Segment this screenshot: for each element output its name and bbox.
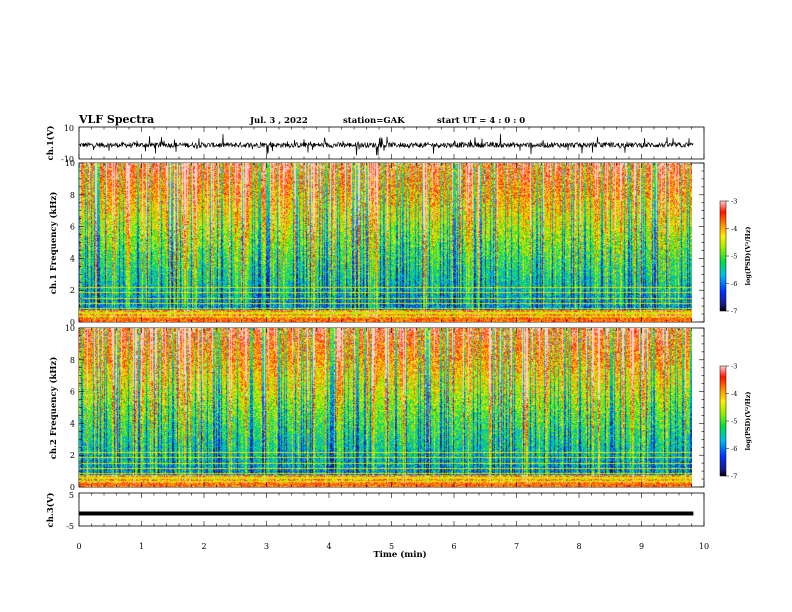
- header-date: Jul. 3 , 2022: [249, 116, 308, 126]
- time-axis-label: Time (min): [373, 549, 426, 560]
- x-tick-label: 4: [326, 542, 331, 551]
- ch3-waveform-frame: [78, 492, 705, 527]
- ch1-colorbar-label: log(PSD)(V²/Hz): [744, 227, 752, 286]
- ch3-waveform-panel: 5 -5 ch.3(V): [45, 491, 705, 531]
- x-tick-label: 3: [264, 542, 269, 551]
- colorbar-tick-label: -5: [731, 418, 737, 426]
- y-tick-label: 8: [70, 191, 75, 200]
- y-tick-label: 8: [70, 356, 75, 365]
- ch2-colorbar: [719, 365, 727, 477]
- colorbar-tick-label: -3: [731, 363, 737, 371]
- time-axis-ticks: [78, 127, 705, 526]
- colorbar-tick-label: -5: [731, 253, 737, 261]
- x-tick-label: 5: [389, 542, 394, 551]
- ch3-ytick-bottom: -5: [66, 522, 74, 531]
- y-tick-label: 4: [70, 254, 75, 263]
- ch1-spectrogram-ylabel: ch.1 Frequency (kHz): [48, 192, 59, 295]
- ch2-colorbar-label: log(PSD)(V²/Hz): [744, 392, 752, 451]
- header-station: station=GAK: [343, 116, 405, 126]
- header-start-time: start UT = 4 : 0 : 0: [437, 116, 525, 126]
- y-tick-label: 2: [70, 286, 75, 295]
- x-tick-label: 9: [639, 542, 644, 551]
- colorbar-tick-label: -3: [731, 198, 737, 206]
- colorbar-tick-label: -4: [731, 390, 737, 398]
- x-tick-label: 1: [139, 542, 144, 551]
- y-tick-label: 10: [65, 159, 75, 168]
- ch2-spectrogram-yticks: 0 2 4 6 8 10: [65, 324, 704, 492]
- x-tick-label: 6: [451, 542, 456, 551]
- time-axis-tick-labels: 0 1 2 3 4 5 6 7 8 9 10: [76, 542, 709, 551]
- ch2-colorbar-ticks: -3 -4 -5 -6 -7: [726, 363, 737, 481]
- figure-title: VLF Spectra: [78, 113, 154, 126]
- y-tick-label: 6: [70, 223, 75, 232]
- x-tick-label: 10: [699, 542, 709, 551]
- x-tick-label: 8: [576, 542, 581, 551]
- y-tick-label: 0: [70, 318, 75, 327]
- ch3-ytick-top: 5: [69, 491, 74, 500]
- ch1-spectrogram-image: [79, 163, 692, 322]
- ch1-colorbar-ticks: -3 -4 -5 -6 -7: [726, 198, 737, 316]
- y-tick-label: 4: [70, 419, 75, 428]
- colorbar-tick-label: -6: [731, 280, 737, 288]
- y-tick-label: 0: [70, 483, 75, 492]
- colorbar-tick-label: -6: [731, 445, 737, 453]
- ch1-waveform-panel: 10 -10 ch.1(V): [45, 124, 705, 164]
- y-tick-label: 2: [70, 451, 75, 460]
- ch1-spectrogram-yticks: 0 2 4 6 8 10: [65, 159, 704, 327]
- ch1-ytick-bottom: -10: [61, 155, 74, 164]
- y-tick-label: 6: [70, 388, 75, 397]
- ch2-spectrogram-image: [79, 328, 692, 487]
- y-tick-label: 10: [65, 324, 75, 333]
- ch1-waveform-trace: [78, 133, 694, 156]
- ch3-waveform-ylabel: ch.3(V): [45, 493, 56, 528]
- x-tick-label: 2: [201, 542, 206, 551]
- colorbar-tick-label: -4: [731, 225, 737, 233]
- ch1-colorbar: [719, 200, 727, 312]
- colorbar-tick-label: -7: [731, 473, 737, 481]
- x-tick-label: 7: [514, 542, 519, 551]
- ch2-spectrogram-ylabel: ch.2 Frequency (kHz): [48, 357, 59, 460]
- ch1-waveform-ylabel: ch.1(V): [45, 126, 56, 161]
- x-tick-label: 0: [76, 542, 81, 551]
- ch1-ytick-top: 10: [64, 124, 74, 133]
- colorbar-tick-label: -7: [731, 308, 737, 316]
